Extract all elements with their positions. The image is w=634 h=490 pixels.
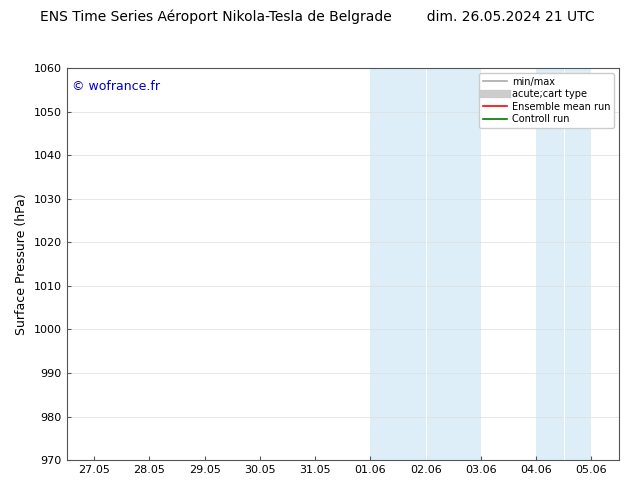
- Bar: [536, 68, 564, 460]
- Text: © wofrance.fr: © wofrance.fr: [72, 80, 160, 93]
- Legend: min/max, acute;cart type, Ensemble mean run, Controll run: min/max, acute;cart type, Ensemble mean …: [479, 73, 614, 128]
- Y-axis label: Surface Pressure (hPa): Surface Pressure (hPa): [15, 193, 28, 335]
- Text: ENS Time Series Aéroport Nikola-Tesla de Belgrade        dim. 26.05.2024 21 UTC: ENS Time Series Aéroport Nikola-Tesla de…: [40, 10, 594, 24]
- Bar: [564, 68, 592, 460]
- Bar: [370, 68, 398, 460]
- Bar: [398, 68, 481, 460]
